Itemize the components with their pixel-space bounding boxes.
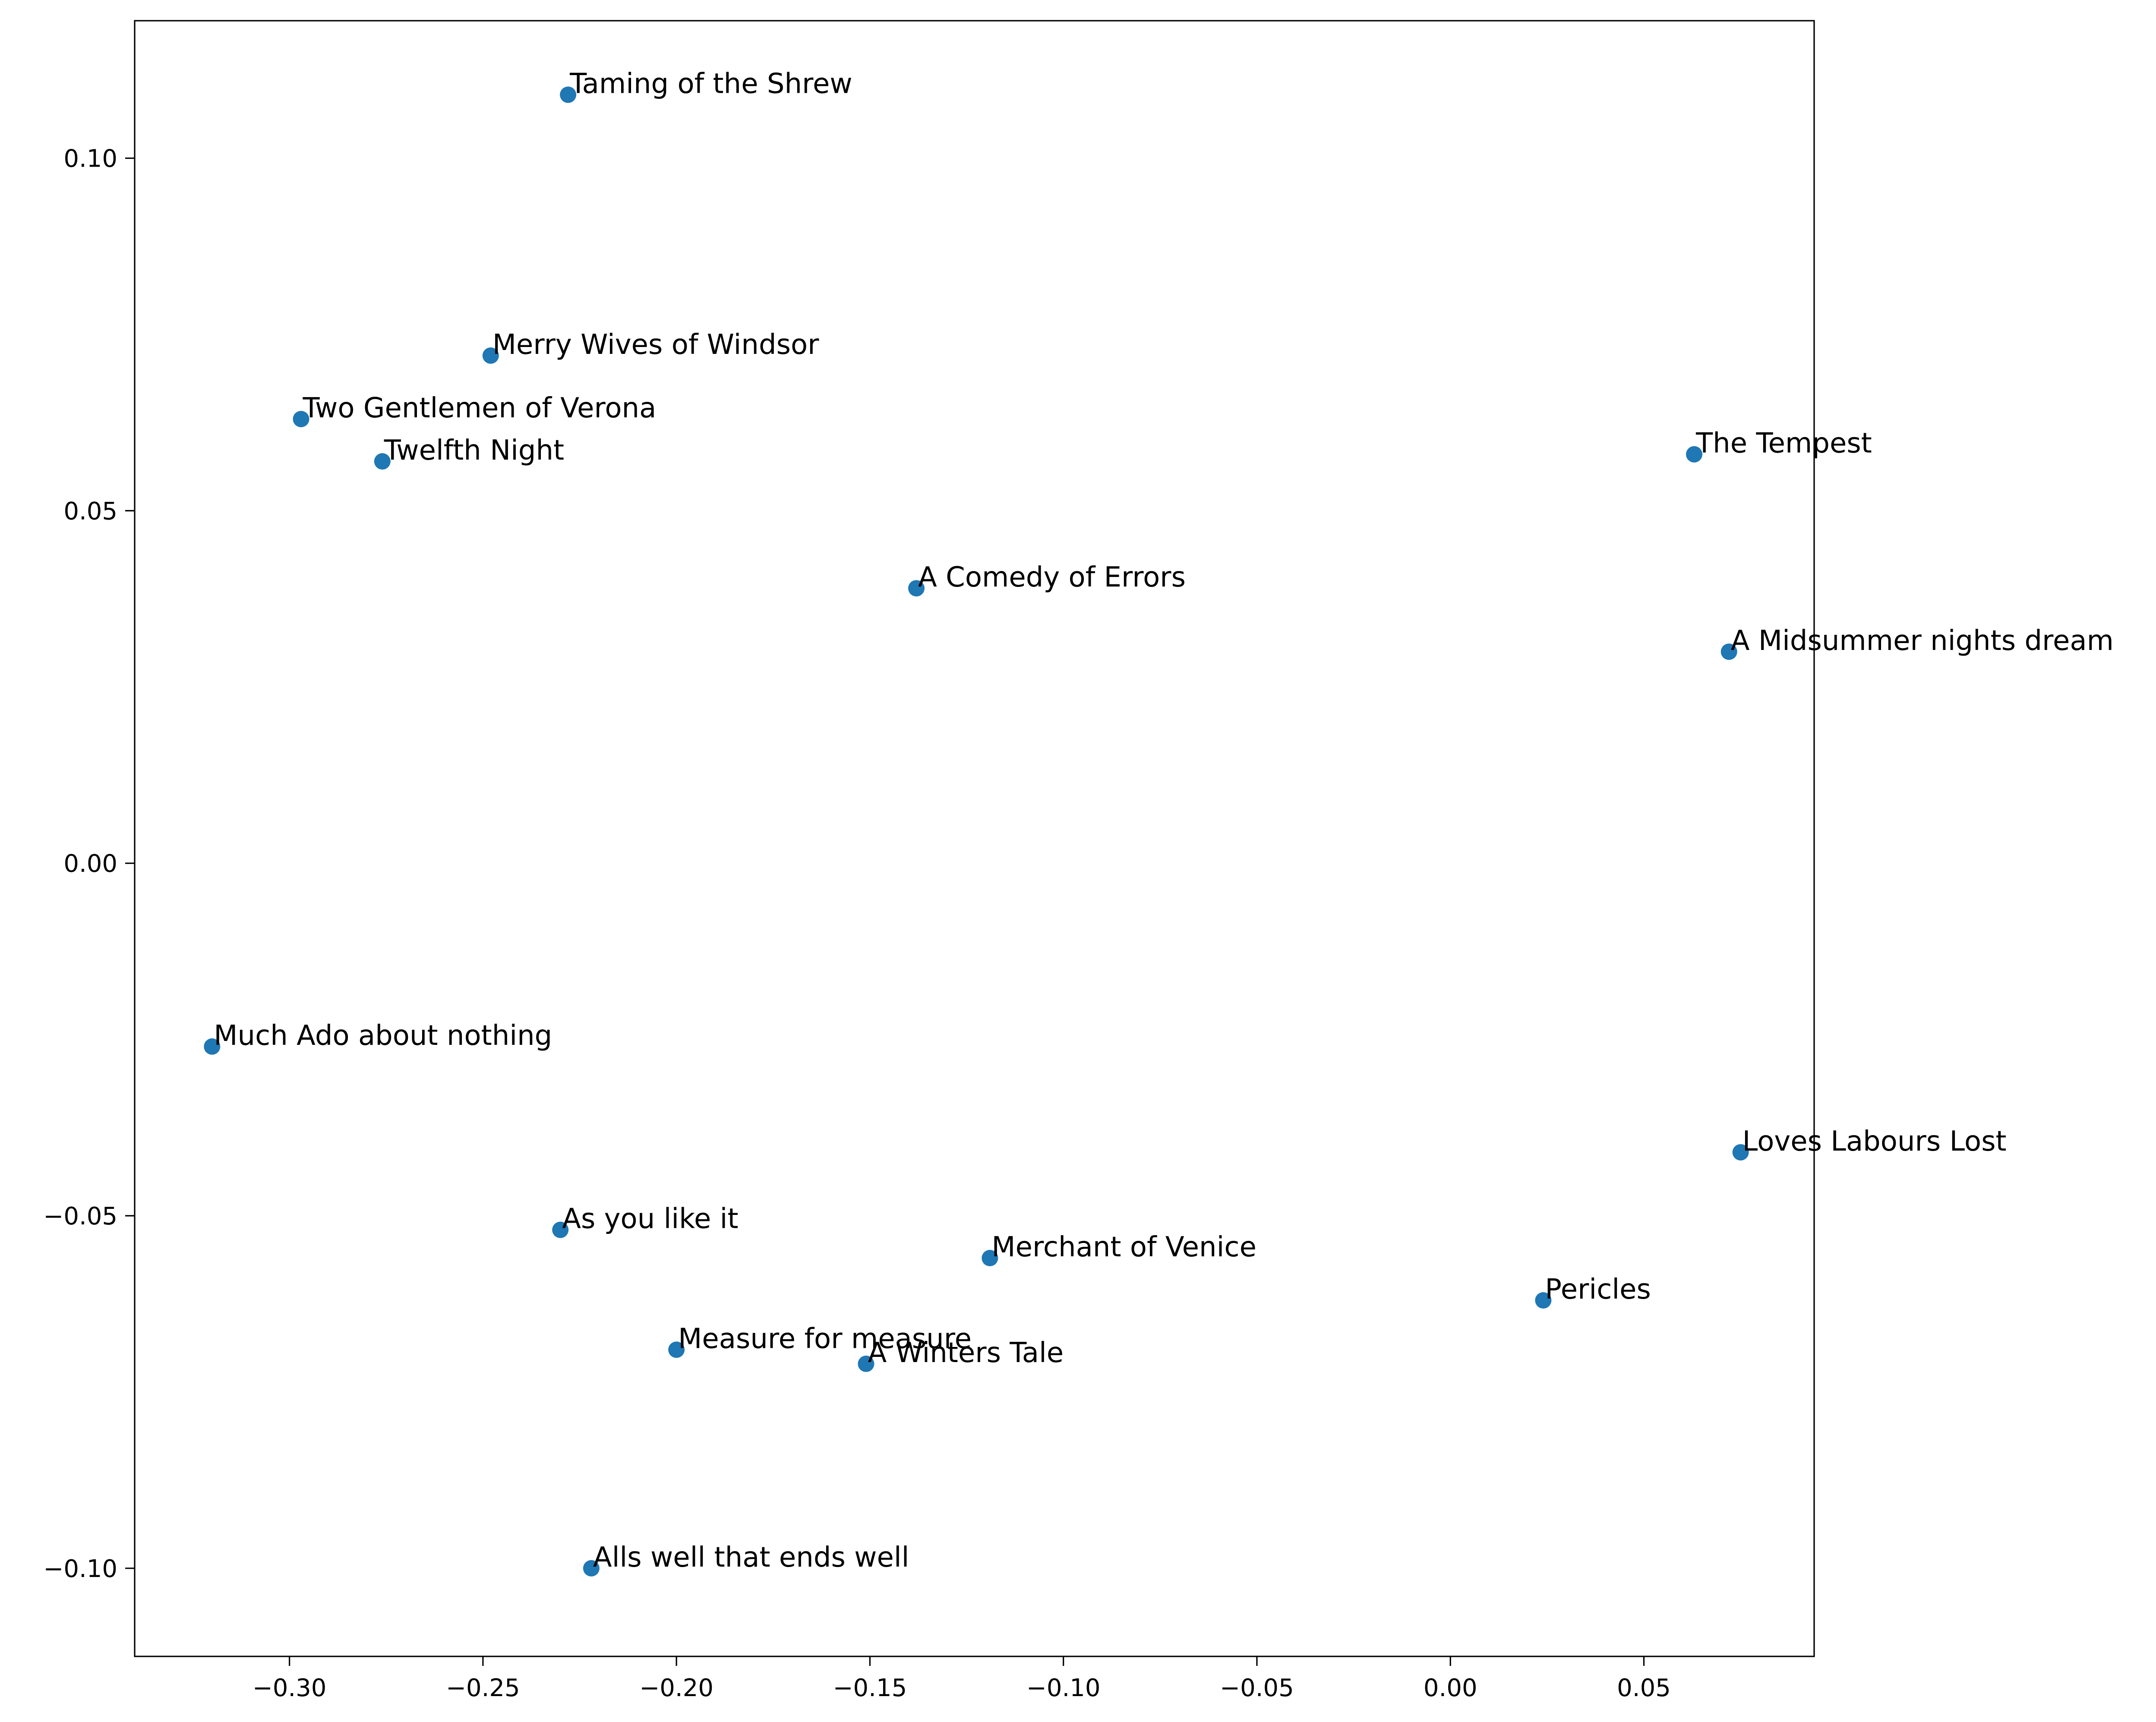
data-point-label: Twelfth Night <box>384 435 564 467</box>
data-point-label: Merry Wives of Windsor <box>492 329 819 361</box>
y-tick-label: 0.05 <box>63 497 117 525</box>
x-tick-label: 0.05 <box>1617 1674 1671 1702</box>
x-tick-label: −0.10 <box>1026 1674 1101 1702</box>
x-tick-label: −0.05 <box>1220 1674 1294 1702</box>
data-point <box>908 580 925 597</box>
axis-ticks: −0.30 −0.25 −0.20 −0.15 −0.10 −0.05 0.00 0.05 0.… <box>43 145 1670 1702</box>
data-point-label: Pericles <box>1545 1274 1651 1306</box>
y-tick-label: 0.00 <box>63 850 117 878</box>
data-point <box>668 1341 685 1358</box>
data-point <box>1535 1292 1552 1309</box>
data-point <box>1732 1144 1749 1161</box>
x-tick-label: −0.20 <box>639 1674 713 1702</box>
x-tick-label: −0.30 <box>253 1674 327 1702</box>
data-point <box>583 1560 600 1577</box>
data-point-label: The Tempest <box>1695 428 1872 460</box>
data-point-label: Loves Labours Lost <box>1742 1126 2007 1157</box>
data-point <box>1720 643 1737 660</box>
data-point <box>982 1250 998 1267</box>
x-tick-label: 0.00 <box>1424 1674 1477 1702</box>
point-labels: Taming of the Shrew Merry Wives of Windso… <box>214 68 2114 1574</box>
data-point <box>552 1221 569 1238</box>
y-tick-label: −0.05 <box>43 1202 117 1230</box>
x-tick-label: −0.25 <box>446 1674 520 1702</box>
data-point <box>858 1356 874 1372</box>
data-point-label: A Winters Tale <box>868 1337 1064 1369</box>
data-point-label: Much Ado about nothing <box>214 1020 552 1052</box>
data-point-label: As you like it <box>562 1203 738 1235</box>
y-tick-label: 0.10 <box>63 145 117 173</box>
data-point <box>482 347 499 364</box>
data-point-label: Two Gentlemen of Verona <box>303 392 657 424</box>
data-point-label: Measure for measure <box>678 1323 972 1355</box>
x-tick-label: −0.15 <box>833 1674 907 1702</box>
data-point-label: Merchant of Venice <box>991 1231 1256 1263</box>
y-tick-label: −0.10 <box>43 1555 117 1583</box>
data-point-label: Taming of the Shrew <box>569 68 852 100</box>
plot-frame <box>134 20 1815 1657</box>
data-point <box>1686 446 1703 463</box>
data-point-label: A Midsummer nights dream <box>1731 625 2114 657</box>
data-point <box>204 1038 221 1055</box>
data-points <box>204 86 1749 1577</box>
data-point <box>560 86 577 103</box>
data-point <box>374 453 391 470</box>
data-point-label: Alls well that ends well <box>593 1542 909 1574</box>
data-point-label: A Comedy of Errors <box>918 561 1186 593</box>
data-point <box>293 410 309 427</box>
